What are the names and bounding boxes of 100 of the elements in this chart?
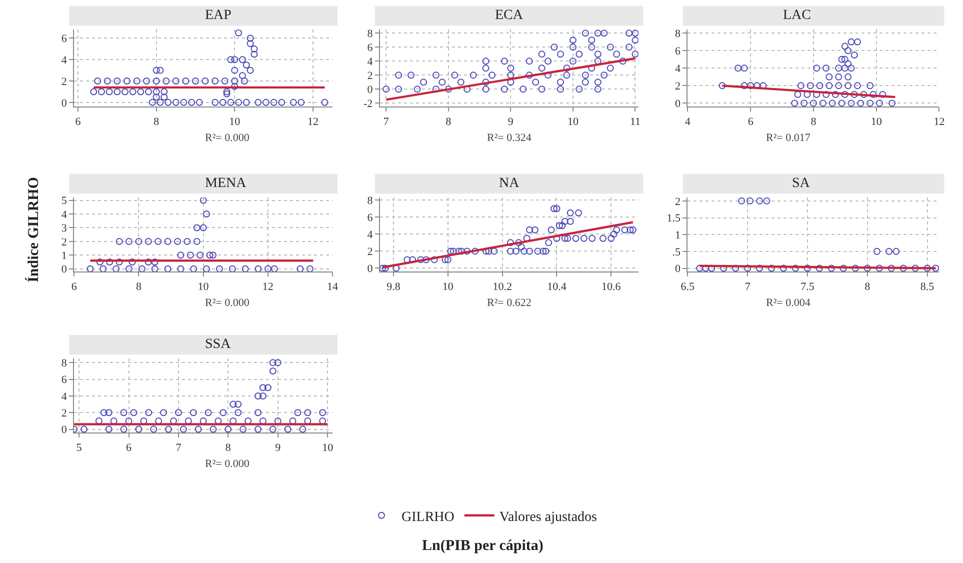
- x-tick-label: 6: [748, 116, 754, 128]
- point: [626, 226, 634, 234]
- point: [860, 90, 868, 98]
- point: [240, 426, 247, 433]
- y-tick-label: 2: [367, 70, 373, 82]
- point: [548, 226, 555, 234]
- x-tick-label: 10: [870, 116, 882, 128]
- point: [864, 264, 871, 272]
- y-tick-label: 5: [61, 195, 68, 208]
- point: [840, 264, 847, 272]
- x-tick-label: 8: [225, 442, 232, 454]
- point: [204, 409, 212, 416]
- point: [270, 265, 278, 272]
- point: [203, 210, 210, 218]
- x-tick-label: 8: [154, 116, 160, 128]
- point: [234, 400, 242, 408]
- point: [184, 238, 191, 245]
- point: [269, 426, 276, 433]
- point: [892, 248, 900, 255]
- y-tick-label: 0: [367, 84, 374, 96]
- point: [747, 82, 754, 90]
- point: [254, 392, 262, 400]
- point: [553, 205, 560, 212]
- x-tick-label: 5: [76, 442, 82, 454]
- point: [791, 100, 798, 107]
- point: [112, 265, 120, 272]
- point: [144, 238, 152, 245]
- x-tick-label: 8: [810, 116, 817, 128]
- point: [838, 100, 846, 107]
- point: [105, 409, 112, 416]
- x-axis-title: Ln(PIB per cápita): [422, 538, 544, 554]
- point: [259, 384, 266, 392]
- point: [828, 264, 835, 272]
- point: [835, 82, 842, 90]
- point: [780, 264, 788, 272]
- point: [857, 100, 864, 107]
- y-tick-label: 0: [367, 263, 374, 276]
- point: [879, 90, 886, 98]
- point: [534, 248, 542, 255]
- point: [835, 64, 842, 72]
- point: [838, 56, 846, 63]
- point: [822, 64, 830, 72]
- point: [506, 239, 514, 246]
- point: [264, 265, 272, 272]
- point: [259, 417, 266, 424]
- x-tick-label: 11: [630, 116, 641, 128]
- point: [580, 234, 588, 242]
- point: [556, 222, 563, 230]
- x-tick-label: 7: [744, 280, 751, 293]
- point: [873, 248, 880, 255]
- y-tick-label: 2: [61, 407, 67, 420]
- x-tick-label: 8: [136, 280, 142, 293]
- point: [760, 82, 767, 90]
- point: [289, 417, 296, 424]
- point: [296, 265, 304, 272]
- y-tick-label: 6: [61, 33, 68, 46]
- y-tick-label: 4: [61, 54, 68, 66]
- point: [193, 224, 200, 232]
- y-tick-label: 0: [61, 97, 68, 110]
- x-tick-label: 9: [275, 442, 282, 454]
- point: [734, 64, 742, 72]
- point: [850, 52, 858, 59]
- y-tick-label: 1: [674, 229, 680, 242]
- point: [214, 417, 222, 424]
- point: [447, 248, 454, 255]
- point: [430, 256, 438, 264]
- point: [160, 409, 168, 416]
- point: [866, 82, 874, 90]
- y-tick-label: 4: [367, 56, 374, 68]
- point: [848, 100, 855, 107]
- x-tick-label: 14: [327, 280, 339, 293]
- point: [164, 265, 172, 272]
- point: [756, 264, 764, 272]
- point: [841, 64, 848, 72]
- x-tick-label: 6: [126, 442, 132, 454]
- point: [105, 426, 112, 433]
- point: [613, 226, 620, 234]
- point: [924, 264, 931, 272]
- x-tick-label: 6: [71, 280, 78, 293]
- point: [841, 42, 848, 50]
- y-tick-label: 8: [61, 358, 68, 370]
- point: [210, 252, 216, 259]
- point: [230, 400, 237, 408]
- text: R²= 0.324: [487, 132, 532, 144]
- point: [140, 417, 148, 424]
- point: [259, 392, 266, 400]
- text: R²= 0.622: [487, 297, 532, 309]
- point: [822, 90, 830, 98]
- point: [850, 90, 858, 98]
- point: [848, 64, 855, 72]
- point: [228, 265, 236, 272]
- y-tick-label: 6: [674, 46, 681, 58]
- point: [792, 264, 799, 272]
- point: [888, 264, 895, 272]
- y-tick-label: 2: [367, 246, 373, 258]
- point: [512, 248, 520, 255]
- point: [540, 248, 547, 255]
- point: [216, 265, 223, 272]
- point: [854, 38, 861, 46]
- point: [392, 264, 400, 272]
